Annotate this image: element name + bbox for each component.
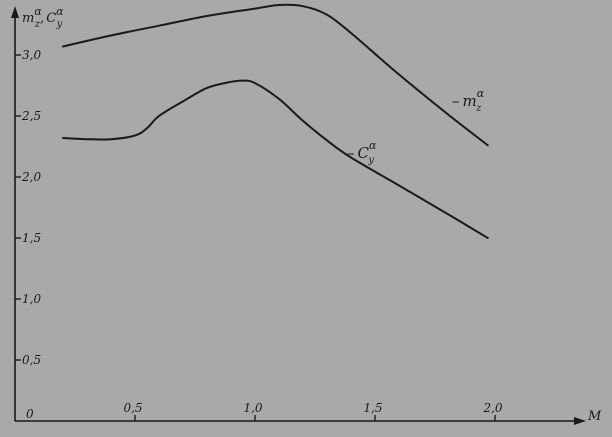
series-label-mz-sup: α xyxy=(477,87,485,100)
y-tick-label: 1,5 xyxy=(22,231,41,245)
y-tick-label: 1,0 xyxy=(22,292,41,306)
x-tick-label: 1,0 xyxy=(243,401,262,415)
origin-label: 0 xyxy=(26,407,34,421)
series-line-mz xyxy=(62,3,489,147)
series-label-mz: – mα z xyxy=(452,87,485,114)
y-axis-label-sub2: y xyxy=(56,19,63,30)
series-label-mz-prefix: – xyxy=(452,92,460,110)
y-axis-arrow xyxy=(11,6,19,18)
x-tick-label: 1,5 xyxy=(363,401,382,415)
y-axis-label-sup1: α xyxy=(34,5,42,18)
series-label-mz-sub: z xyxy=(475,103,482,114)
y-axis-label-sup2: α xyxy=(56,5,64,18)
series-line-cy xyxy=(62,79,489,239)
series-label-cy-prefix: – xyxy=(347,144,355,162)
y-tick-label: 2,0 xyxy=(21,170,41,184)
x-axis-label: M xyxy=(587,409,602,424)
y-axis-label: mα z, Cα y xyxy=(22,5,64,30)
x-tick-label: 0,5 xyxy=(123,401,142,415)
y-axis-label-base1: m xyxy=(22,11,34,26)
y-tick-label: 0,5 xyxy=(22,353,41,367)
series-label-cy-base: C xyxy=(358,144,370,162)
series-label-cy-sup: α xyxy=(369,139,377,152)
y-tick-label: 3,0 xyxy=(22,48,41,62)
y-axis-label-sep: , xyxy=(40,11,44,26)
y-axis-label-sub1: z xyxy=(34,19,41,30)
series-label-cy: – Cα y xyxy=(347,139,377,166)
x-ticks: 0,5 1,0 1,5 2,0 xyxy=(123,401,503,421)
series-lines xyxy=(62,3,489,239)
y-axis-label-base2: C xyxy=(46,11,56,26)
y-tick-label: 2,5 xyxy=(21,109,41,123)
series-label-mz-base: m xyxy=(463,92,477,110)
axes xyxy=(14,12,580,422)
x-tick-label: 2,0 xyxy=(482,401,502,415)
x-axis-arrow xyxy=(574,417,586,425)
y-ticks: 0,5 1,0 1,5 2,0 2,5 3,0 xyxy=(15,48,41,367)
series-label-cy-sub: y xyxy=(367,155,374,166)
